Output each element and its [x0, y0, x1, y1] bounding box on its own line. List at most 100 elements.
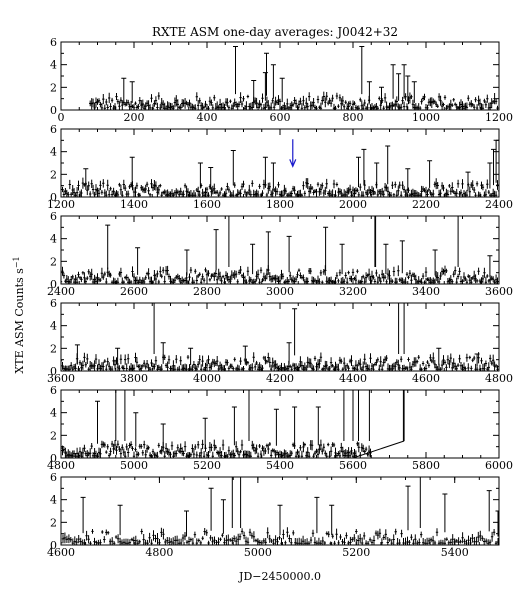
panel-4-spike-2 — [115, 347, 121, 366]
panel-6-spike-9 — [314, 496, 320, 534]
panel-2-spike-9 — [361, 148, 367, 186]
panel-2-y-tick-label: 4 — [50, 146, 57, 159]
panel-6-measurements — [61, 527, 499, 545]
panel-5-spike-15 — [366, 390, 372, 441]
panel-2-spike-8 — [356, 156, 361, 188]
panel-6-y-tick-label: 0 — [50, 539, 57, 552]
panel-4-spike-1 — [74, 344, 80, 365]
panel-4-x-tick-label: 4200 — [266, 372, 294, 385]
panel-2-spike-12 — [405, 168, 411, 190]
panel-6-x-tick-label: 5200 — [342, 546, 370, 559]
panel-3-spike-6 — [250, 243, 256, 275]
panel-1-spike-8 — [279, 77, 285, 103]
panel-4-data — [61, 303, 499, 371]
panel-2-x-tick-label: 1800 — [266, 198, 294, 211]
panel-1: 0 200 400 600 800 1000 1200 0 2 4 6 — [50, 36, 513, 124]
panel-3: 2400 2600 2800 3000 3200 3400 3600 0 2 4 6 — [47, 210, 513, 298]
panel-6-spike-12 — [417, 477, 423, 528]
panel-3-spike-4 — [213, 229, 219, 271]
panel-1-spike-6 — [264, 52, 269, 96]
panel-5-spike-3 — [122, 390, 128, 441]
panel-3-spike-5 — [226, 216, 232, 267]
panel-5-x-tick-label: 5000 — [120, 459, 148, 472]
panel-1-spike-14 — [401, 64, 407, 99]
panel-6-spike-1 — [80, 496, 86, 534]
panel-6-spike-13 — [442, 493, 448, 533]
panel-3-x-tick-label: 2400 — [47, 285, 75, 298]
panel-2-x-tick-label: 2400 — [485, 198, 513, 211]
panel-5-spike-11 — [315, 406, 321, 446]
panel-5-measurements — [61, 439, 372, 458]
panel-6: 4600 4800 5000 5200 5400 0 2 4 6 — [47, 471, 500, 559]
panel-4-spike-7 — [286, 342, 292, 364]
panel-1-y-tick-label: 4 — [50, 59, 57, 72]
panel-6-y-tick-label: 6 — [50, 471, 57, 484]
panel-6-x-tick-label: 5000 — [244, 546, 272, 559]
panel-1-x-tick-label: 600 — [270, 111, 291, 124]
panel-5-x-tick-label: 5400 — [266, 459, 294, 472]
panel-4-spike-12 — [474, 353, 480, 367]
panel-1-x-tick-label: 800 — [343, 111, 364, 124]
panel-5-spike-6 — [202, 417, 208, 449]
panel-5-y-tick-label: 6 — [50, 384, 57, 397]
panel-4-y-tick-label: 2 — [50, 342, 57, 355]
panel-2-y-tick-label: 0 — [50, 191, 57, 204]
panel-6-spike-4 — [208, 487, 214, 531]
panel-3-spike-12 — [373, 216, 379, 267]
panel-1-spike-10 — [366, 81, 372, 103]
panel-3-x-tick-label: 3000 — [266, 285, 294, 298]
panel-5-spike-13 — [350, 390, 356, 441]
panel-1-x-tick-label: 400 — [197, 111, 218, 124]
panel-4-x-tick-label: 4600 — [412, 372, 440, 385]
panel-3-spike-15 — [432, 249, 438, 276]
panel-1-spike-4 — [251, 80, 257, 103]
panel-1-spike-16 — [411, 81, 417, 103]
panel-1-data — [89, 46, 499, 110]
panel-5: 4800 5000 5200 5400 5600 5800 6000 0 2 4 6 — [47, 384, 513, 472]
panel-1-spike-3 — [233, 46, 238, 95]
panel-1-spike-7 — [270, 64, 276, 99]
panel-3-x-tick-label: 2800 — [193, 285, 221, 298]
panel-3-measurements — [61, 265, 499, 284]
panel-3-spike-10 — [339, 243, 345, 275]
panel-5-spike-1 — [95, 400, 100, 444]
panel-3-spike-3 — [184, 249, 190, 276]
panel-3-spike-1 — [105, 224, 111, 270]
panel-6-y-tick-label: 4 — [50, 494, 57, 507]
panel-2-x-tick-label: 1600 — [193, 198, 221, 211]
panel-3-y-tick-label: 6 — [50, 210, 57, 223]
panel-6-spike-7 — [238, 477, 244, 528]
panel-2-spike-17 — [493, 139, 499, 183]
panel-5-x-tick-label: 5600 — [339, 459, 367, 472]
panel-4-spike-6 — [242, 345, 248, 365]
panel-2-spike-5 — [230, 150, 236, 186]
panel-5-line-1 — [352, 440, 405, 458]
panel-3-spike-9 — [323, 226, 329, 270]
panel-1-spike-11 — [379, 86, 384, 105]
panel-4-spike-8 — [292, 308, 298, 356]
panel-3-x-tick-label: 3600 — [485, 285, 513, 298]
panel-6-spike-14 — [486, 490, 492, 532]
panel-5-spike-8 — [246, 390, 252, 441]
panel-2-frame — [60, 128, 500, 198]
panel-6-spike-10 — [329, 504, 335, 536]
panel-5-spike-4 — [133, 412, 139, 447]
panel-1-x-tick-label: 200 — [124, 111, 145, 124]
panel-2-spike-6 — [262, 156, 268, 188]
panel-5-data — [61, 390, 406, 458]
panel-5-x-tick-label: 6000 — [485, 459, 513, 472]
panel-5-spike-7 — [231, 406, 237, 446]
panel-4-spike-11 — [436, 347, 442, 366]
panel-6-spike-8 — [277, 504, 283, 536]
panel-2-spike-16 — [491, 148, 496, 186]
panel-4-x-tick-label: 3600 — [47, 372, 75, 385]
x-axis-label: JD−2450000.0 — [238, 570, 321, 583]
panel-1-x-tick-label: 1200 — [485, 111, 513, 124]
chart-title: RXTE ASM one-day averages: J0042+32 — [152, 25, 398, 39]
panel-5-y-tick-label: 2 — [50, 429, 57, 442]
panel-5-spike-9 — [273, 408, 279, 446]
panel-2-spike-15 — [487, 162, 493, 189]
panel-1-y-tick-label: 0 — [50, 104, 57, 117]
panel-5-x-tick-label: 5200 — [193, 459, 221, 472]
